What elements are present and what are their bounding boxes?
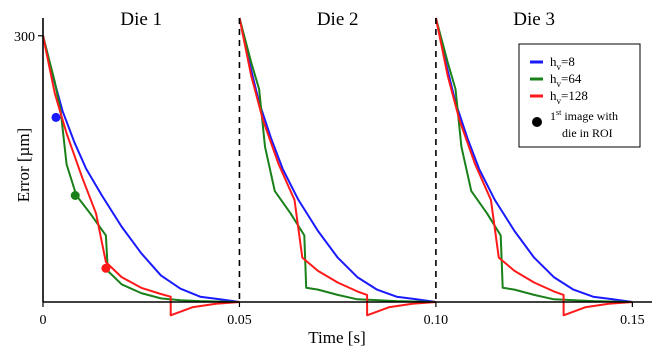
first-image-marker-1	[51, 113, 60, 122]
legend-marker-line1-rest: image with	[561, 109, 618, 123]
x-tick-label-3: 0.10	[424, 313, 449, 328]
x-tick-label-4: 0.15	[620, 313, 645, 328]
x-tick-label-2: 0.05	[227, 313, 252, 328]
x-tick-label-1: 0	[40, 313, 47, 328]
panel-layer: Die 1 Die 2 Die 3	[120, 9, 555, 30]
legend-marker-dot	[532, 117, 542, 127]
series-2-segment-2	[240, 18, 436, 302]
series-1-segment-1	[43, 36, 240, 302]
legend-label-value: =64	[561, 71, 582, 86]
legend-label-value: =8	[561, 54, 575, 69]
first-image-marker-2	[71, 191, 80, 200]
panel-label-die-1: Die 1	[120, 9, 162, 30]
first-image-marker-3	[101, 264, 110, 273]
series-1-segment-2	[240, 18, 436, 302]
series-3-segment-1	[43, 36, 240, 316]
panel-label-die-2: Die 2	[317, 9, 359, 30]
marker-layer	[51, 113, 110, 273]
y-axis-label: Error [µm]	[14, 128, 33, 202]
x-axis-label: Time [s]	[308, 328, 365, 347]
y-tick-label-1: 300	[14, 30, 35, 45]
panel-label-die-3: Die 3	[513, 9, 555, 30]
series-2-segment-1	[43, 36, 240, 302]
legend-label-value: =128	[561, 88, 588, 103]
legend-marker-text-line2: die in ROI	[562, 126, 613, 140]
